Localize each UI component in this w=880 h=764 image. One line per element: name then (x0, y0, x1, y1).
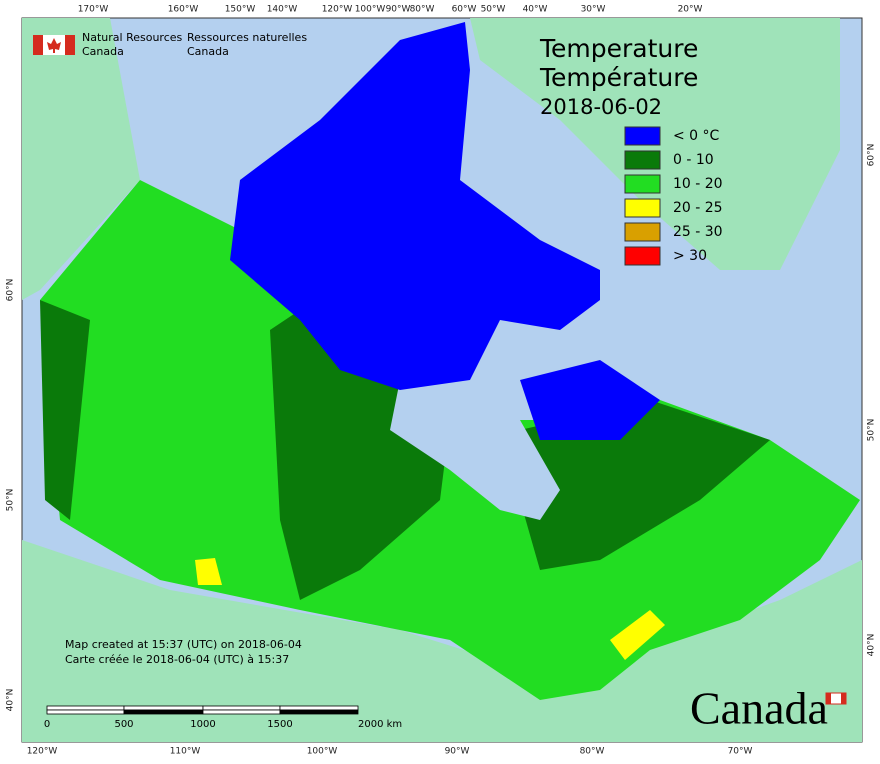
usa (22, 540, 862, 742)
graticule-label: 70°W (728, 747, 753, 757)
legend-swatch (624, 126, 661, 146)
scale-segment (279, 709, 359, 715)
central-region (270, 290, 450, 600)
graticule-label: 40°N (867, 634, 877, 657)
graticule-label: 40°N (6, 689, 16, 712)
graticule-label: 90°W (445, 747, 470, 757)
legend-swatch (624, 222, 661, 242)
scale-segment (279, 705, 359, 711)
wordmark: Canada (690, 683, 828, 734)
maple-leaf (47, 38, 61, 53)
graticule-label: 20°W (678, 5, 703, 15)
scale-segment (123, 705, 204, 711)
legend-swatch (624, 174, 661, 194)
legend-label: 20 - 25 (673, 200, 723, 216)
graticule-label: 80°W (580, 747, 605, 757)
graticule-label: 80°W (410, 5, 435, 15)
legend-label: 25 - 30 (673, 224, 723, 240)
graticule-label: 100°W (307, 747, 338, 757)
nunavik-region (520, 360, 660, 440)
scale-segment (202, 709, 281, 715)
scale-label: 2000 km (358, 719, 402, 730)
graticule-label: 100°W (355, 5, 386, 15)
legend-label: 10 - 20 (673, 176, 723, 192)
graticule-label: 60°N (867, 144, 877, 167)
quebec-region (520, 400, 770, 570)
graticule-label: 140°W (267, 5, 298, 15)
hudson-bay (390, 380, 560, 520)
graticule-label: 50°N (6, 489, 16, 512)
title: Temperature (539, 34, 698, 63)
org: Natural Resources (82, 31, 183, 44)
org: Canada (187, 45, 229, 58)
legend-label: < 0 °C (673, 128, 720, 144)
graticule-label: 160°W (168, 5, 199, 15)
scale-label: 1500 (267, 719, 292, 730)
graticule-label: 150°W (225, 5, 256, 15)
legend-swatch (624, 198, 661, 218)
graticule-label: 170°W (78, 5, 109, 15)
graticule-label: 110°W (170, 747, 201, 757)
scale-segment (202, 705, 281, 711)
org: Ressources naturelles (187, 31, 307, 44)
note: Carte créée le 2018-06-04 (UTC) à 15:37 (65, 653, 289, 666)
graticule-label: 30°W (581, 5, 606, 15)
scale-label: 1000 (190, 719, 215, 730)
title: Température (539, 63, 698, 92)
scale-label: 500 (114, 719, 133, 730)
graticule-label: 60°W (452, 5, 477, 15)
warm-region (610, 610, 665, 660)
legend-label: 0 - 10 (673, 152, 714, 168)
scale-label: 0 (44, 719, 50, 730)
wordmark-flag (826, 693, 831, 704)
scale-segment (46, 705, 125, 711)
flag (33, 35, 43, 55)
wordmark-flag (841, 693, 846, 704)
note: Map created at 15:37 (UTC) on 2018-06-04 (65, 638, 302, 651)
graticule-label: 90°W (386, 5, 411, 15)
arctic-region (230, 22, 600, 390)
legend-swatch (624, 150, 661, 170)
legend-swatch (624, 246, 661, 266)
flag (65, 35, 75, 55)
legend-label: > 30 (673, 248, 707, 264)
scale-segment (123, 709, 204, 715)
graticule-label: 50°W (481, 5, 506, 15)
scale-segment (46, 709, 125, 715)
graticule-label: 120°W (27, 747, 58, 757)
coast-region (40, 300, 90, 520)
graticule-label: 120°W (322, 5, 353, 15)
org: Canada (82, 45, 124, 58)
graticule-label: 40°W (523, 5, 548, 15)
graticule-label: 60°N (6, 279, 16, 302)
date: 2018-06-02 (540, 95, 662, 119)
warm-region (195, 558, 222, 585)
alaska (22, 18, 140, 300)
graticule-label: 50°N (867, 419, 877, 442)
